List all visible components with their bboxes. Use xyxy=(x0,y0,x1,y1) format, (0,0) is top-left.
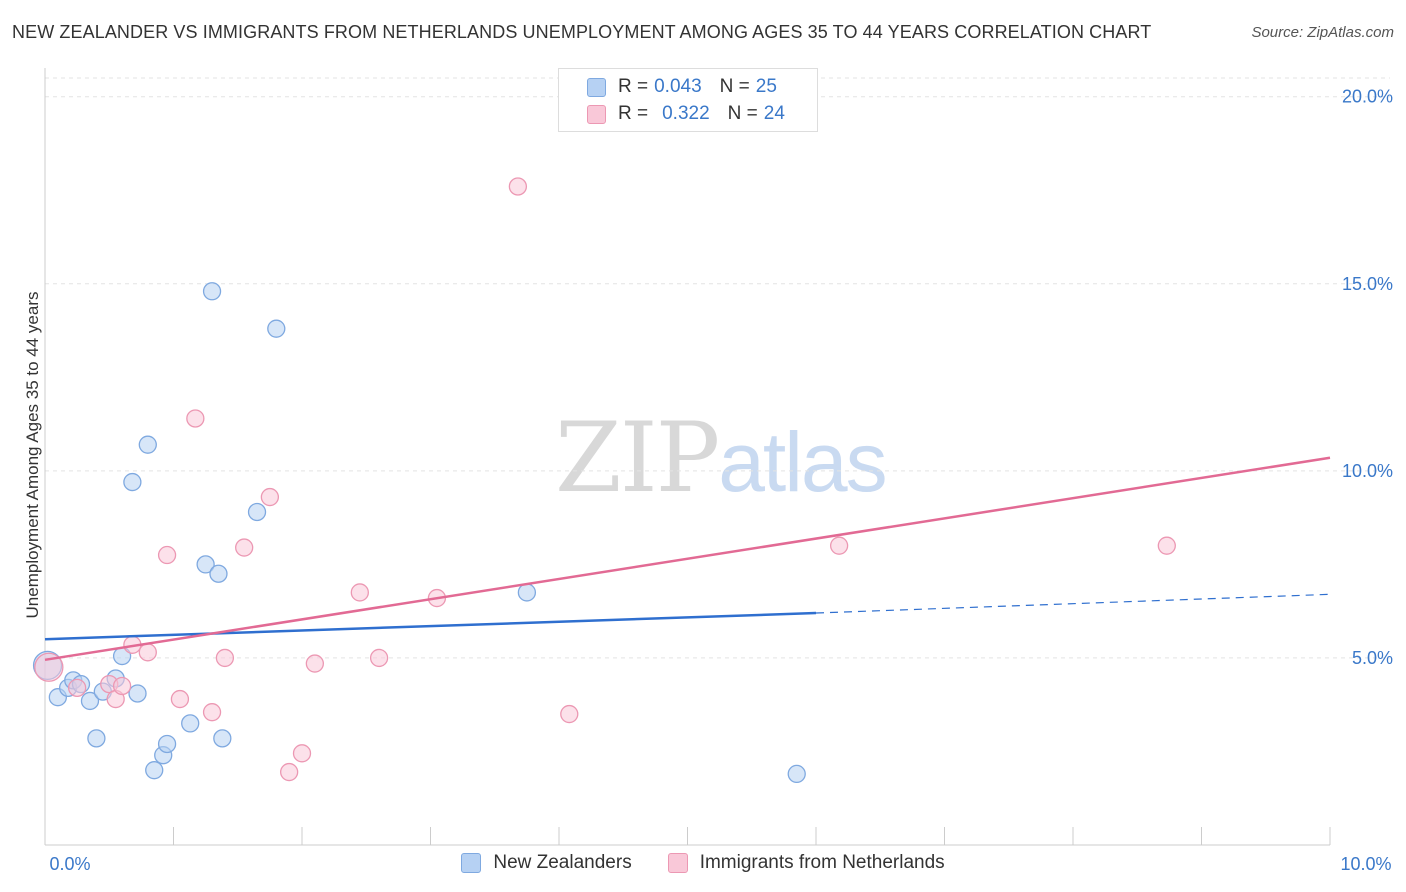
point-netherlands xyxy=(112,676,132,696)
y-axis-label: Unemployment Among Ages 35 to 44 years xyxy=(23,291,42,619)
point-netherlands xyxy=(279,762,299,782)
x-tick-label: 10.0% xyxy=(1340,854,1391,874)
point-netherlands xyxy=(235,538,254,557)
watermark-atlas: atlas xyxy=(718,415,887,509)
point-netherlands xyxy=(67,678,87,698)
point-new-zealanders xyxy=(202,282,222,301)
legend-n-value: 24 xyxy=(763,103,785,124)
watermark-zip: ZIP xyxy=(555,402,720,514)
point-new-zealanders xyxy=(517,583,537,602)
point-netherlands xyxy=(170,689,190,709)
y-tick-label: 10.0% xyxy=(1342,461,1393,481)
legend-r-value: 0.043 xyxy=(654,76,702,97)
trend-line-new-zealanders-projection xyxy=(815,593,1331,614)
legend-n-label: N = xyxy=(719,76,750,97)
legend-row-netherlands: R = 0.322 N = 24 xyxy=(587,102,785,126)
point-netherlands xyxy=(157,545,177,565)
legend-r-value: 0.322 xyxy=(662,103,710,124)
trend-line-netherlands xyxy=(44,456,1331,662)
point-netherlands xyxy=(202,703,222,722)
point-netherlands xyxy=(508,177,528,196)
point-new-zealanders xyxy=(196,555,215,574)
source-credit: Source: ZipAtlas.com xyxy=(1251,24,1394,41)
correlation-legend: R = 0.043 N = 25 R = 0.322 N = 24 xyxy=(558,68,818,132)
y-tick-label: 20.0% xyxy=(1342,87,1393,107)
x-tick-label: 0.0% xyxy=(49,854,90,874)
legend-swatch-blue xyxy=(461,853,482,873)
point-new-zealanders xyxy=(787,764,806,784)
point-new-zealanders xyxy=(247,502,267,522)
point-new-zealanders xyxy=(213,729,232,748)
point-netherlands xyxy=(560,704,579,724)
point-netherlands xyxy=(215,648,235,668)
y-tick-label: 5.0% xyxy=(1352,648,1393,668)
point-netherlands xyxy=(369,648,389,668)
legend-swatch-pink xyxy=(587,104,606,124)
legend-item-new-zealanders[interactable]: New Zealanders xyxy=(461,852,632,874)
point-new-zealanders xyxy=(128,684,147,703)
chart-title: NEW ZEALANDER VS IMMIGRANTS FROM NETHERL… xyxy=(12,22,1152,42)
watermark: ZIPatlas xyxy=(555,402,888,514)
legend-swatch-blue xyxy=(587,77,606,97)
legend-label-netherlands: Immigrants from Netherlands xyxy=(699,852,945,873)
point-netherlands xyxy=(350,583,369,602)
point-netherlands xyxy=(186,409,205,428)
point-netherlands xyxy=(829,536,849,555)
legend-n-label: N = xyxy=(727,103,758,124)
point-new-zealanders xyxy=(80,691,100,711)
point-netherlands xyxy=(305,654,325,673)
point-netherlands xyxy=(292,744,312,763)
trend-line-new-zealanders xyxy=(44,611,817,641)
legend-n-value: 25 xyxy=(755,76,777,97)
point-new-zealanders xyxy=(181,714,200,733)
legend-r-label: R = xyxy=(618,76,649,97)
point-netherlands xyxy=(1157,536,1176,555)
series-legend: New Zealanders Immigrants from Netherlan… xyxy=(0,852,1406,874)
legend-item-netherlands[interactable]: Immigrants from Netherlands xyxy=(667,852,945,874)
legend-row-new-zealanders: R = 0.043 N = 25 xyxy=(587,75,777,99)
point-netherlands xyxy=(34,652,64,682)
y-tick-label: 15.0% xyxy=(1342,274,1393,294)
point-new-zealanders xyxy=(138,435,157,454)
point-netherlands xyxy=(260,487,280,507)
point-new-zealanders xyxy=(123,472,142,492)
legend-label-new-zealanders: New Zealanders xyxy=(493,852,632,873)
point-new-zealanders xyxy=(157,734,177,754)
point-new-zealanders xyxy=(209,564,228,583)
point-new-zealanders xyxy=(145,761,164,780)
legend-r-label: R = xyxy=(618,103,649,124)
legend-swatch-pink xyxy=(667,853,688,873)
point-new-zealanders xyxy=(87,729,106,748)
point-netherlands xyxy=(138,643,157,662)
point-new-zealanders xyxy=(267,319,286,338)
